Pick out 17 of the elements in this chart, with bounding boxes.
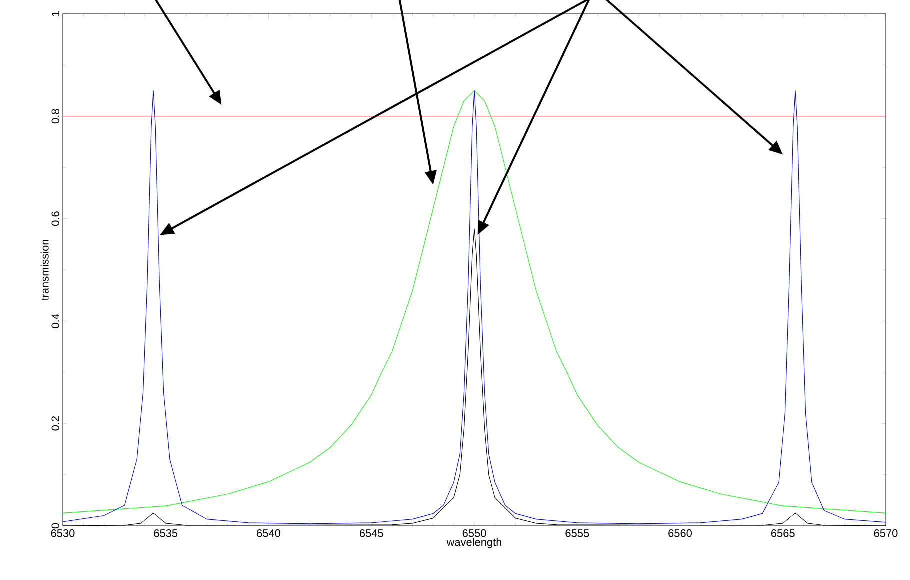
x-tick-label: 6565 xyxy=(772,530,795,538)
x-tick-label: 6535 xyxy=(154,530,178,538)
y-axis-title: transmission xyxy=(40,240,49,301)
y-tick-label: 0.2 xyxy=(52,416,60,431)
x-tick-label: 6530 xyxy=(51,530,75,538)
y-tick-label: 1 xyxy=(52,11,60,16)
x-tick-label: 6570 xyxy=(874,530,898,538)
x-tick-label: 6545 xyxy=(360,530,384,538)
x-axis-title: wavelength xyxy=(446,538,502,548)
x-tick-label: 6540 xyxy=(257,530,280,538)
x-tick-label: 6550 xyxy=(462,530,486,538)
y-tick-label: 0 xyxy=(52,523,60,529)
y-tick-label: 0.8 xyxy=(52,109,60,124)
y-tick-label: 0.4 xyxy=(52,314,60,328)
x-tick-label: 6560 xyxy=(668,530,692,538)
y-tick-label: 0.6 xyxy=(52,212,60,226)
x-tick-label: 6555 xyxy=(566,530,590,538)
